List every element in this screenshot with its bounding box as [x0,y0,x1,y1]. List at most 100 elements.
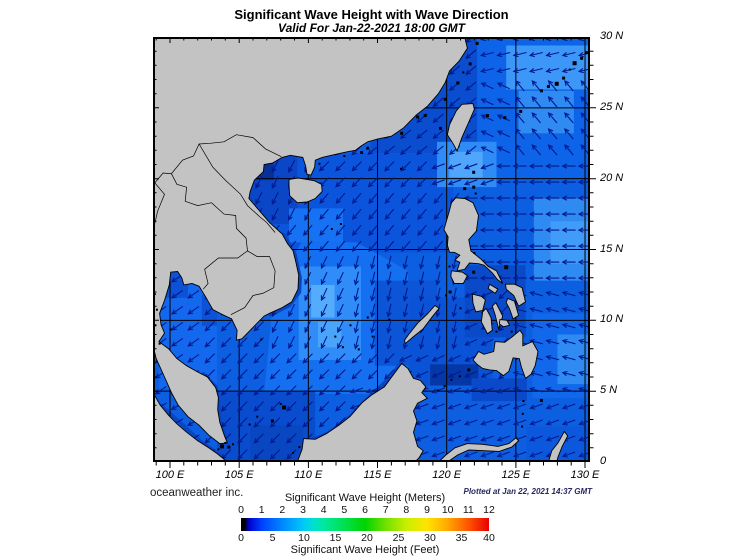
sea-region-philsea-light-core [550,221,590,264]
small-island-dot [522,400,525,403]
small-island-dot [562,76,566,80]
colorbar-title-meters: Significant Wave Height (Meters) [284,492,446,504]
small-island-dot [456,81,460,85]
lon-tick-label: 120 E [432,469,462,481]
colorbar-meter-tick: 4 [320,504,327,516]
sea-region-luzon-strait-core [449,151,483,178]
small-island-dot [349,324,352,327]
country-border [154,134,282,184]
small-island-dot [472,270,476,274]
small-island-dot [554,81,559,86]
small-island-dot [504,265,509,270]
colorbar-title-feet: Significant Wave Height (Feet) [290,544,440,556]
lat-tick-label: 30 N [600,30,624,42]
colorbar-meter-tick: 8 [403,504,410,516]
colorbar-meter-tick: 9 [424,504,430,516]
small-island-dot [423,114,427,118]
colorbar-meter-tick: 2 [279,504,286,516]
colorbar-meter-tick: 6 [362,504,368,516]
small-island-dot [572,61,577,66]
colorbar-feet-tick: 35 [455,532,468,544]
small-island-dot [486,114,489,118]
small-island-dot [448,265,451,268]
small-island-dot [467,368,471,372]
small-island-dot [510,330,513,333]
lon-tick-label: 100 E [155,469,185,481]
colorbar-meter-tick: 5 [341,504,348,516]
colorbar-feet-tick: 20 [361,532,373,544]
small-island-dot [468,62,472,66]
lon-tick-label: 130 E [570,469,600,481]
small-island-dot [472,170,476,174]
small-island-dot [219,444,224,449]
small-island-dot [248,423,251,426]
map-subtitle: Valid For Jan-22-2021 18:00 GMT [278,21,465,35]
small-island-dot [436,389,439,392]
sea-region-sulu-dark-fringe [430,364,479,389]
colorbar-meter-tick: 3 [300,504,306,516]
small-island-dot [227,445,231,449]
small-island-dot [475,41,479,45]
small-island-dot [439,126,442,130]
small-island-dot [443,97,447,101]
small-island-dot [318,162,321,165]
colorbar-meter-tick: 0 [238,504,244,516]
colorbar-feet-tick: 5 [269,532,276,544]
small-island-dot [292,451,295,454]
small-island-dot [580,56,584,60]
lon-tick-label: 105 E [224,469,254,481]
small-island-dot [339,223,342,225]
island [471,293,486,313]
colorbar-feet-tick: 15 [329,532,342,544]
small-island-dot [539,398,543,402]
small-island-dot [546,85,550,89]
colorbar-feet-tick: 40 [483,532,495,544]
small-island-dot [462,71,465,74]
small-island-dot [260,338,263,341]
small-island-dot [495,330,498,333]
lat-tick-label: 10 N [600,313,624,326]
small-island-dot [341,346,344,349]
small-island-dot [217,448,220,451]
sea-region-karimata-dark [250,425,303,462]
colorbar-feet-tick: 30 [424,532,436,544]
small-island-dot [282,405,287,410]
island [487,283,499,295]
lat-tick-label: 5 N [600,384,618,397]
small-island-dot [458,375,461,378]
small-island-dot [343,155,346,157]
small-island-dot [371,335,374,338]
small-island-dot [158,342,161,345]
small-island-dot [388,318,391,321]
small-island-dot [270,419,274,423]
small-island-dot [472,185,476,189]
colorbar-meter-ticks: 0 1 2 3 4 5 6 7 8 9 10 11 12 [238,504,495,516]
island [450,270,468,284]
sea-region-south-of-hainan [289,208,343,243]
colorbar-feet-ticks: 0 5 10 15 20 25 30 35 40 [238,532,495,544]
small-island-dot [360,151,364,154]
small-island-dot [224,441,227,444]
small-island-dot [519,109,523,113]
colorbar-meter-tick: 10 [441,504,454,516]
small-island-dot [473,252,476,254]
credit-text: oceanweather inc. [150,487,244,499]
country-border [171,173,248,251]
island [288,177,323,204]
lon-tick-label: 115 E [363,469,392,481]
small-island-dot [400,167,402,170]
small-island-dot [459,307,462,310]
tick-marks [153,37,596,468]
colorbar-meter-tick: 11 [462,504,474,516]
island [505,297,520,320]
small-island-dot [445,294,447,297]
country-border [202,269,209,290]
country-border [204,250,276,316]
sea-region-central-lighter-1 [311,284,335,318]
small-island-dot [232,443,234,446]
small-island-dot [154,324,157,327]
island [437,437,520,462]
mainland-asia [153,37,468,445]
colorbar-feet-tick: 0 [238,532,244,544]
